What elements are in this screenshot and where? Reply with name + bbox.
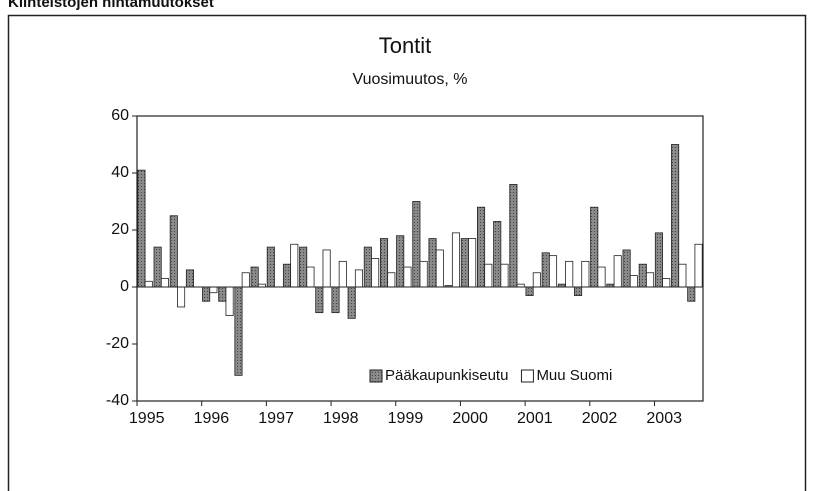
bar — [468, 238, 477, 288]
bar — [250, 266, 259, 288]
x-tick-label: 2002 — [582, 410, 618, 427]
bar — [525, 286, 534, 296]
x-tick-label: 1997 — [258, 410, 294, 427]
y-tick-label: -20 — [106, 335, 129, 352]
bar — [581, 260, 590, 288]
bar — [225, 286, 234, 316]
bar — [282, 263, 292, 288]
y-tick-label: 0 — [120, 278, 129, 295]
legend-swatch — [520, 369, 534, 383]
y-tick-label: 20 — [111, 221, 129, 238]
bar — [396, 235, 405, 288]
bar — [412, 201, 421, 288]
bar — [299, 246, 308, 288]
bar — [597, 266, 606, 288]
bar — [160, 278, 169, 288]
bar — [371, 258, 380, 288]
chart-subtitle: Vuosimuutos, % — [352, 71, 467, 88]
bar — [144, 280, 153, 288]
bar — [671, 144, 680, 288]
bar — [435, 249, 444, 288]
bar — [477, 206, 486, 288]
bar — [654, 232, 663, 288]
bar — [541, 252, 550, 288]
y-tick-label: 60 — [111, 107, 129, 124]
bar — [331, 286, 340, 314]
bar — [687, 286, 696, 302]
bar — [548, 255, 558, 288]
bar — [460, 238, 469, 288]
bar — [241, 272, 250, 288]
x-tick-label: 1999 — [388, 410, 424, 427]
legend-label: Pääkaupunkiseutu — [385, 367, 508, 384]
bar — [629, 275, 638, 288]
x-tick-label: 1996 — [194, 410, 230, 427]
x-tick-label: 2000 — [452, 410, 488, 427]
bar — [379, 238, 389, 288]
x-tick-label: 1998 — [323, 410, 359, 427]
bar — [363, 246, 372, 288]
bar — [137, 169, 146, 288]
bar — [209, 286, 218, 294]
bar — [451, 232, 461, 288]
bar — [500, 263, 509, 288]
bar — [338, 260, 347, 288]
bar — [169, 215, 178, 288]
plot-area — [136, 115, 704, 402]
bar — [694, 243, 703, 288]
bar — [185, 269, 195, 288]
bar — [322, 249, 331, 288]
legend-swatch — [369, 369, 383, 383]
bar — [387, 272, 396, 288]
bar — [574, 286, 583, 296]
bar — [613, 255, 622, 288]
bar — [532, 272, 541, 288]
bar — [509, 183, 518, 288]
y-tick-label: -40 — [106, 392, 129, 409]
bar — [565, 260, 574, 288]
bar — [403, 266, 412, 288]
page-title: Kiinteistöjen hintamuutokset — [8, 0, 214, 11]
y-tick-label: 40 — [111, 164, 129, 181]
bar — [266, 246, 275, 288]
frame — [7, 14, 807, 491]
bar — [153, 246, 162, 288]
bar — [484, 263, 493, 288]
bar — [638, 263, 647, 288]
x-tick-label: 2001 — [517, 410, 553, 427]
bar — [202, 286, 211, 302]
bar — [218, 286, 227, 302]
legend-label: Muu Suomi — [536, 367, 612, 384]
bar — [622, 249, 631, 288]
bar — [315, 286, 324, 314]
x-tick-label: 2003 — [646, 410, 682, 427]
bar — [662, 278, 671, 288]
bar — [493, 221, 502, 288]
bar — [678, 263, 687, 288]
bar — [177, 286, 186, 308]
bar — [428, 238, 437, 288]
bar — [347, 286, 356, 319]
bar — [306, 266, 315, 288]
bar — [646, 272, 655, 288]
x-tick-label: 1995 — [129, 410, 165, 427]
bar — [354, 269, 363, 288]
chart-title: Tontit — [379, 33, 432, 58]
bar — [419, 260, 428, 288]
bar — [590, 206, 599, 288]
bar — [290, 243, 299, 288]
bar — [234, 286, 243, 376]
